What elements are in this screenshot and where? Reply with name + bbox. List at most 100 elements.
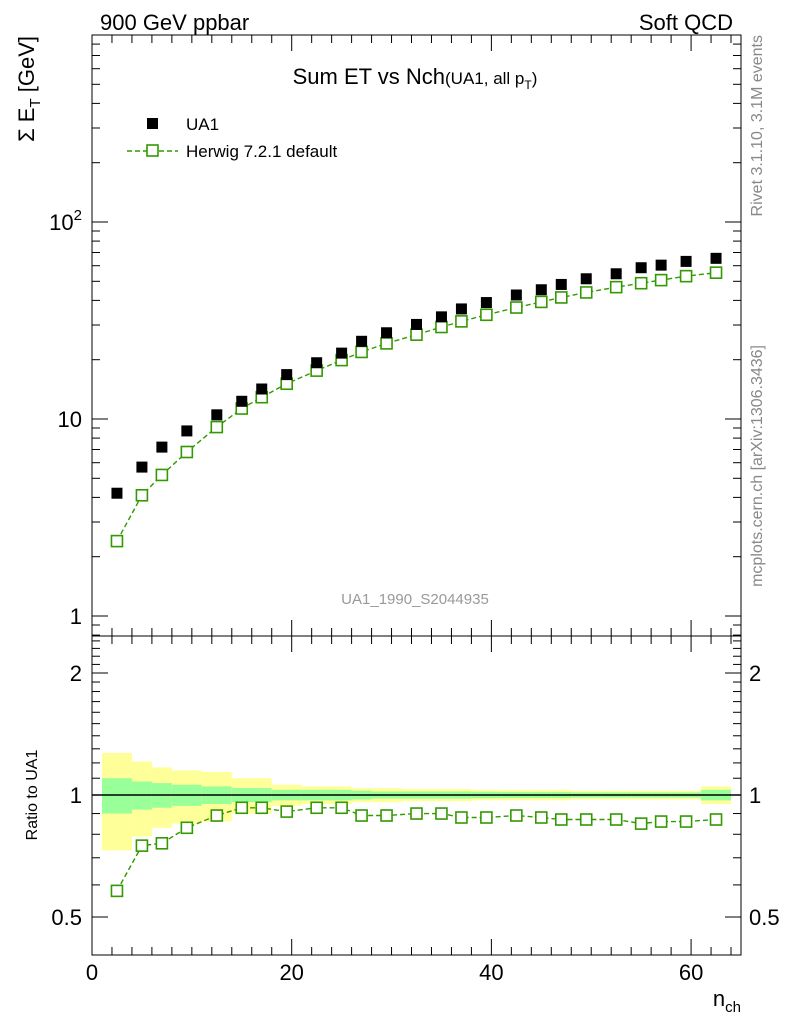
- category-label: Soft QCD: [639, 10, 733, 35]
- main-mc-point: [609, 280, 623, 294]
- ratio-mc-point: [180, 821, 194, 835]
- main-mc-point: [480, 308, 493, 322]
- main-y-tick-label: 10: [58, 407, 82, 432]
- main-data-point: [311, 357, 323, 369]
- main-mc-point: [135, 488, 149, 502]
- main-data-point: [156, 441, 168, 453]
- main-mc-point: [410, 328, 423, 341]
- main-mc-point: [155, 468, 169, 482]
- ratio-mc-line: [116, 807, 717, 892]
- main-mc-point: [634, 276, 648, 290]
- ratio-frame: [91, 635, 742, 956]
- main-y-tick-label: 102: [49, 207, 82, 235]
- main-mc-point: [455, 315, 468, 328]
- mcplots-label: mcplots.cern.ch [arXiv:1306.3436]: [749, 345, 766, 587]
- ratio-mc-point: [335, 801, 348, 815]
- main-data-point: [635, 262, 647, 274]
- main-axis-ticks: [91, 35, 741, 636]
- main-mc-point: [579, 286, 593, 299]
- main-data-point: [610, 268, 622, 280]
- y-axis-label: Σ ET [GeV]: [14, 36, 44, 142]
- ratio-mc-point: [410, 807, 423, 820]
- legend-mc-label: Herwig 7.2.1 default: [186, 142, 337, 161]
- ratio-mc-point: [255, 801, 269, 815]
- main-data-point: [381, 327, 393, 339]
- rivet-label: Rivet 3.1.10, 3.1M events: [749, 35, 766, 216]
- ratio-mc-point: [480, 811, 493, 824]
- main-data-point: [111, 487, 123, 499]
- main-mc-point: [709, 266, 723, 279]
- analysis-watermark: UA1_1990_S2044935: [341, 591, 489, 608]
- main-data-point: [710, 252, 722, 264]
- ratio-mc-point: [210, 809, 224, 822]
- energy-label: 900 GeV ppbar: [100, 10, 249, 35]
- ratio-panel: Ratio to UA1 0.5 0.5 1 1 2 2 0 20 40 60 nch: [24, 635, 780, 1016]
- main-data-point: [181, 425, 193, 437]
- main-mc-point: [510, 301, 523, 314]
- main-data-point: [535, 284, 547, 296]
- main-panel: Sum ET vs Nch(UA1, all pT) Σ ET [GeV] 1 1…: [14, 34, 742, 637]
- ratio-mc-point: [310, 801, 323, 815]
- ratio-mc-point: [355, 809, 368, 822]
- main-data-point: [281, 369, 293, 381]
- ratio-mc-point: [535, 811, 548, 824]
- main-data-point: [555, 278, 567, 290]
- main-mc-point: [110, 534, 124, 548]
- main-data-point: [211, 409, 223, 421]
- ratio-mc-point: [654, 815, 668, 828]
- ratio-y-tick-label-right: 1: [749, 783, 761, 808]
- ratio-y-tick-label-right: 0.5: [749, 905, 780, 930]
- ratio-mc-point: [609, 813, 623, 826]
- main-mc-point: [210, 420, 224, 434]
- main-mc-point: [180, 445, 194, 459]
- ratio-mc-point: [634, 817, 648, 830]
- ratio-y-tick-label: 2: [70, 661, 82, 686]
- main-mc-point: [355, 345, 368, 359]
- ratio-mc-point: [510, 809, 523, 822]
- main-mc-point: [535, 295, 548, 309]
- main-mc-point: [679, 269, 693, 283]
- chart-title: Sum ET vs Nch(UA1, all pT): [293, 64, 538, 92]
- main-data-point: [435, 311, 447, 323]
- main-mc-point: [654, 273, 668, 287]
- ratio-mc-point: [554, 813, 568, 826]
- main-data-point: [356, 335, 368, 347]
- ratio-band-inner: [101, 778, 132, 814]
- ratio-mc-point: [709, 813, 723, 826]
- ratio-x-tick-label: 0: [86, 960, 98, 985]
- main-data-point: [655, 259, 667, 271]
- main-y-tick-label: 1: [70, 604, 82, 629]
- main-data-point: [480, 297, 492, 309]
- x-axis-label: nch: [713, 986, 741, 1016]
- legend-mc-marker: [146, 144, 159, 157]
- ratio-mc-point: [380, 809, 393, 822]
- ratio-mc-point: [455, 811, 468, 824]
- ratio-mc-point: [235, 801, 249, 815]
- ratio-y-axis-label: Ratio to UA1: [24, 750, 41, 841]
- ratio-mc-point: [110, 884, 124, 898]
- ratio-mc-point: [579, 813, 593, 826]
- ratio-y-tick-label-right: 2: [749, 661, 761, 686]
- main-data-point: [510, 289, 522, 301]
- ratio-y-tick-label: 0.5: [51, 905, 82, 930]
- ratio-mc-point: [280, 805, 294, 818]
- main-data-point: [680, 255, 692, 267]
- ratio-mc-point: [135, 839, 149, 852]
- ratio-y-tick-label: 1: [70, 783, 82, 808]
- main-mc-point: [554, 291, 568, 304]
- main-mc-point: [380, 337, 393, 350]
- main-data-point: [411, 318, 422, 330]
- ratio-mc-point: [679, 815, 693, 828]
- main-data-point: [455, 303, 467, 315]
- ratio-x-tick-label: 20: [279, 960, 303, 985]
- legend-data-marker: [147, 118, 158, 129]
- legend: UA1 Herwig 7.2.1 default: [127, 115, 337, 161]
- main-data-point: [256, 383, 268, 395]
- main-data-point: [236, 395, 248, 407]
- ratio-mc-point: [435, 807, 448, 820]
- main-mc-line: [116, 271, 717, 542]
- legend-data-label: UA1: [186, 115, 219, 134]
- main-data-point: [136, 461, 148, 473]
- main-data-point: [580, 273, 592, 285]
